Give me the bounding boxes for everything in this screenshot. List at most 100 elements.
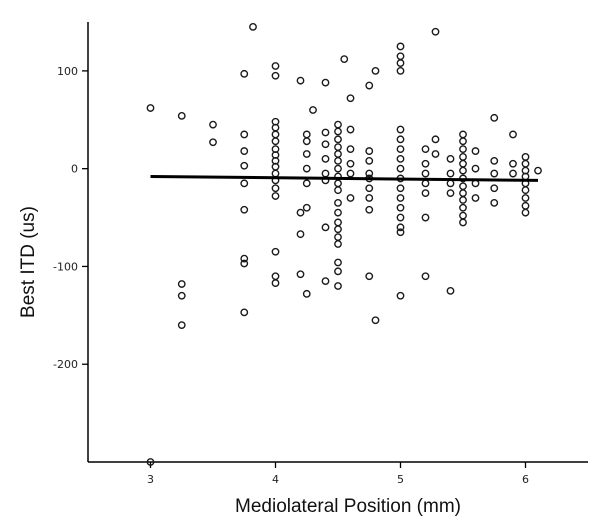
data-point bbox=[459, 189, 467, 198]
data-point bbox=[446, 189, 455, 198]
data-point bbox=[459, 182, 467, 191]
data-point bbox=[302, 164, 311, 173]
data-point bbox=[240, 205, 249, 214]
data-point bbox=[346, 159, 355, 168]
data-point bbox=[446, 169, 455, 178]
data-point bbox=[365, 81, 374, 90]
data-point bbox=[334, 282, 342, 290]
data-point bbox=[240, 179, 249, 188]
data-point bbox=[321, 223, 330, 232]
data-point bbox=[396, 228, 405, 237]
data-point bbox=[334, 143, 342, 152]
x-tick-label: 5 bbox=[397, 473, 404, 486]
data-point bbox=[396, 291, 405, 300]
data-point bbox=[431, 135, 440, 144]
data-point bbox=[334, 208, 342, 217]
data-point bbox=[490, 198, 499, 207]
data-point bbox=[271, 130, 280, 139]
data-point bbox=[459, 137, 467, 146]
data-point bbox=[271, 279, 280, 287]
data-point bbox=[421, 189, 430, 198]
data-point bbox=[471, 147, 480, 155]
data-point bbox=[521, 159, 530, 168]
data-point bbox=[334, 150, 342, 158]
data-point bbox=[240, 69, 249, 78]
data-point bbox=[490, 156, 499, 165]
data-point bbox=[396, 223, 405, 232]
data-point bbox=[471, 194, 480, 202]
x-tick-label: 3 bbox=[147, 473, 154, 486]
data-point bbox=[534, 166, 542, 175]
data-point bbox=[421, 169, 430, 178]
data-point bbox=[321, 169, 330, 178]
data-point bbox=[271, 247, 280, 256]
data-point bbox=[334, 233, 342, 242]
data-point bbox=[177, 111, 186, 120]
y-tick-label: -200 bbox=[53, 358, 78, 371]
y-axis-title: Best ITD (us) bbox=[18, 206, 39, 318]
data-point bbox=[396, 194, 405, 202]
data-point bbox=[459, 211, 467, 220]
data-point bbox=[296, 270, 305, 279]
data-point bbox=[321, 140, 330, 149]
y-tick-label: 0 bbox=[71, 163, 78, 176]
data-point bbox=[271, 192, 280, 200]
data-point bbox=[302, 289, 311, 298]
data-point bbox=[396, 203, 405, 212]
data-point bbox=[296, 76, 305, 85]
data-point bbox=[346, 94, 355, 103]
data-point bbox=[490, 184, 499, 193]
data-point bbox=[334, 127, 342, 136]
data-point bbox=[334, 186, 342, 195]
data-point bbox=[459, 203, 467, 212]
data-point bbox=[446, 286, 455, 295]
axes bbox=[87, 22, 588, 463]
data-point bbox=[209, 120, 217, 129]
data-point bbox=[365, 272, 374, 281]
data-point bbox=[271, 137, 280, 146]
data-point bbox=[365, 156, 374, 165]
data-point bbox=[459, 166, 467, 175]
data-point bbox=[396, 213, 405, 222]
data-points bbox=[146, 22, 542, 466]
data-point bbox=[521, 208, 530, 217]
data-point bbox=[271, 169, 280, 178]
data-point bbox=[459, 218, 467, 227]
data-point bbox=[240, 130, 249, 139]
data-point bbox=[396, 125, 405, 134]
data-point bbox=[421, 272, 430, 281]
data-point bbox=[334, 164, 342, 173]
data-point bbox=[146, 458, 155, 466]
data-point bbox=[334, 240, 342, 248]
data-point bbox=[334, 198, 342, 207]
data-point bbox=[396, 184, 405, 193]
data-point bbox=[302, 130, 311, 139]
data-point bbox=[509, 159, 517, 168]
data-point bbox=[421, 159, 430, 168]
data-point bbox=[459, 196, 467, 204]
data-point bbox=[446, 154, 455, 163]
y-tick-label: -100 bbox=[53, 260, 78, 273]
data-point bbox=[509, 130, 517, 139]
data-point bbox=[346, 125, 355, 134]
data-point bbox=[296, 230, 305, 239]
data-point bbox=[509, 169, 517, 178]
data-point bbox=[446, 179, 455, 188]
data-point bbox=[421, 145, 430, 154]
data-point bbox=[490, 169, 499, 178]
data-point bbox=[302, 150, 311, 158]
data-point bbox=[271, 272, 280, 281]
data-point bbox=[240, 254, 249, 263]
data-point bbox=[334, 258, 342, 267]
data-point bbox=[321, 78, 330, 87]
data-point bbox=[421, 213, 430, 222]
data-point bbox=[365, 184, 374, 193]
x-tick-label: 6 bbox=[522, 473, 529, 486]
data-point bbox=[459, 159, 467, 168]
data-point bbox=[177, 291, 186, 300]
data-point bbox=[334, 156, 342, 165]
data-point bbox=[271, 71, 280, 80]
data-point bbox=[177, 321, 186, 330]
data-point bbox=[177, 280, 186, 288]
